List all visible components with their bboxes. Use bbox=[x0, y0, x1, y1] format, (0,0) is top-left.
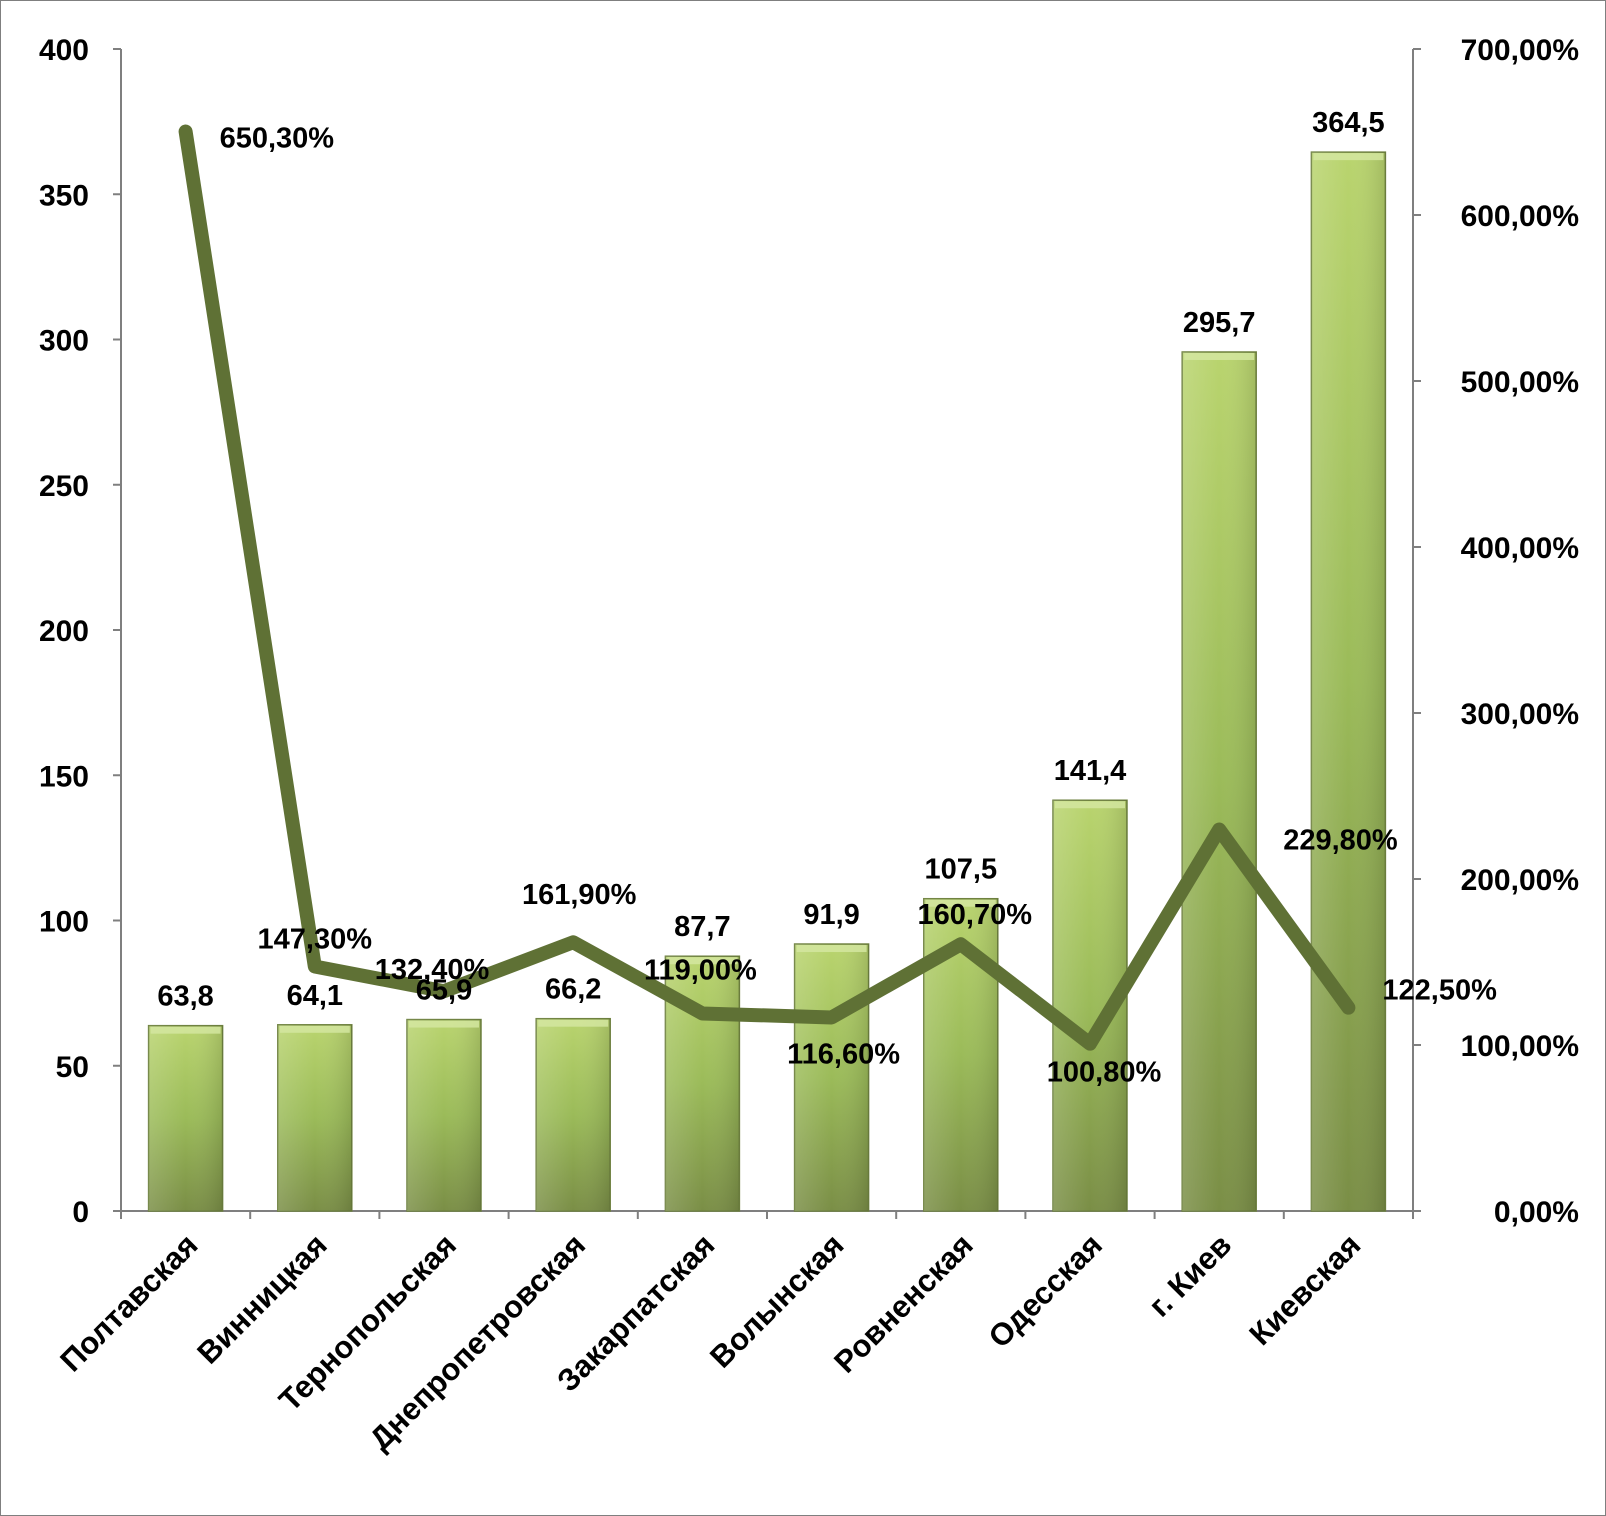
bar-top-highlight bbox=[1313, 153, 1384, 161]
right-tick-label: 700,00% bbox=[1461, 34, 1579, 67]
bar-top-highlight bbox=[150, 1026, 221, 1034]
bar-shade bbox=[407, 1019, 481, 1211]
left-tick-label: 100 bbox=[39, 906, 89, 939]
line-value-label: 160,70% bbox=[918, 899, 1033, 931]
category-label: Киевская bbox=[1242, 1227, 1367, 1352]
bar-value-label: 295,7 bbox=[1183, 307, 1256, 339]
bar-shade bbox=[1311, 152, 1386, 1212]
bar-shade bbox=[1182, 351, 1257, 1212]
bar-shade bbox=[536, 1018, 611, 1211]
bar-top-highlight bbox=[667, 957, 738, 965]
left-tick-label: 350 bbox=[39, 179, 89, 212]
category-label: Винницкая bbox=[190, 1227, 333, 1370]
bar-value-label: 87,7 bbox=[674, 911, 730, 943]
line-value-label: 122,50% bbox=[1382, 975, 1497, 1007]
line-value-label: 119,00% bbox=[644, 954, 757, 986]
bar-shade bbox=[277, 1024, 352, 1211]
bar-top-highlight bbox=[279, 1025, 350, 1033]
bar-value-label: 64,1 bbox=[287, 980, 343, 1012]
category-label: Ровненская bbox=[827, 1227, 980, 1380]
right-tick-label: 300,00% bbox=[1461, 698, 1579, 731]
line-value-label: 229,80% bbox=[1283, 825, 1398, 857]
left-tick-label: 300 bbox=[39, 325, 89, 358]
right-tick-label: 0,00% bbox=[1494, 1196, 1579, 1229]
bar-top-highlight bbox=[1055, 801, 1125, 809]
bar-value-label: 364,5 bbox=[1312, 107, 1385, 139]
bar-top-highlight bbox=[538, 1019, 609, 1027]
left-tick-label: 0 bbox=[72, 1196, 89, 1229]
bar-value-label: 66,2 bbox=[545, 974, 601, 1006]
left-tick-label: 150 bbox=[39, 760, 89, 793]
line-value-label: 161,90% bbox=[522, 879, 637, 911]
bar-value-label: 65,9 bbox=[416, 975, 472, 1007]
line-value-label: 100,80% bbox=[1047, 1057, 1162, 1089]
bar-top-highlight bbox=[409, 1020, 479, 1028]
left-tick-label: 200 bbox=[39, 615, 89, 648]
category-label: Полтавская bbox=[53, 1227, 204, 1378]
right-tick-label: 400,00% bbox=[1461, 532, 1579, 565]
bar-shade bbox=[794, 944, 869, 1211]
bar-shade bbox=[148, 1025, 223, 1211]
category-label: Днепропетровская bbox=[363, 1227, 593, 1457]
right-tick-label: 500,00% bbox=[1461, 366, 1579, 399]
line-value-label: 147,30% bbox=[258, 923, 373, 955]
category-label: г. Киев bbox=[1142, 1227, 1238, 1323]
left-tick-label: 400 bbox=[39, 34, 89, 67]
bar-value-label: 91,9 bbox=[803, 899, 859, 931]
category-label: Одесская bbox=[982, 1227, 1109, 1354]
line-value-label: 116,60% bbox=[787, 1038, 900, 1070]
right-tick-label: 100,00% bbox=[1461, 1030, 1579, 1063]
bar-value-label: 63,8 bbox=[157, 981, 213, 1013]
bar-top-highlight bbox=[925, 899, 996, 907]
bar-top-highlight bbox=[796, 945, 867, 953]
line-series bbox=[178, 124, 1356, 1051]
line-value-label: 132,40% bbox=[375, 954, 490, 986]
left-tick-label: 250 bbox=[39, 470, 89, 503]
bar-top-highlight bbox=[1184, 352, 1255, 360]
line-value-label: 650,30% bbox=[220, 123, 335, 155]
bar-value-label: 141,4 bbox=[1054, 755, 1127, 787]
bar-value-label: 107,5 bbox=[925, 854, 998, 886]
right-tick-label: 200,00% bbox=[1461, 864, 1579, 897]
left-tick-label: 50 bbox=[56, 1051, 89, 1084]
right-tick-label: 600,00% bbox=[1461, 200, 1579, 233]
